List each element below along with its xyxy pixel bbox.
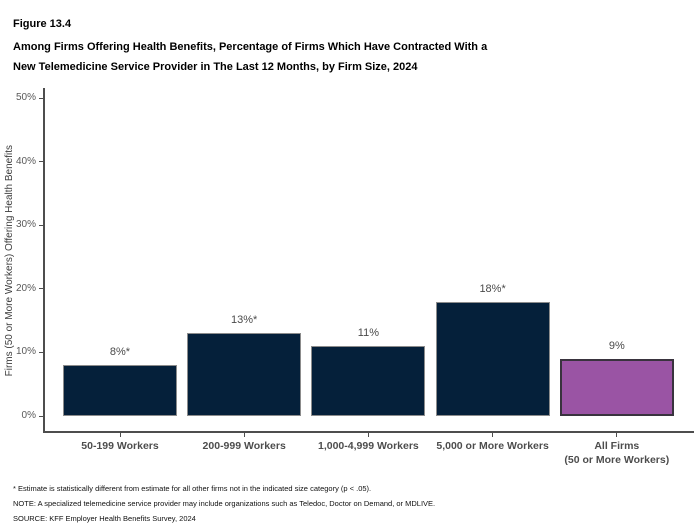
bar-value-label: 13%* xyxy=(231,314,258,327)
bar-value-label: 18%* xyxy=(479,282,506,295)
y-tick-mark xyxy=(39,351,43,353)
y-tick-label: 50% xyxy=(15,92,36,103)
y-tick-mark xyxy=(39,97,43,99)
bar-2 xyxy=(187,333,302,416)
y-tick-mark xyxy=(39,415,43,417)
y-tick-label: 30% xyxy=(15,219,36,231)
bar-value-label: 11% xyxy=(357,327,379,340)
x-tick-mark xyxy=(492,432,494,437)
y-tick-label: 10% xyxy=(15,346,36,358)
x-tick-label: 200-999 Workers xyxy=(202,440,286,452)
x-tick-label: All Firms (50 or More Workers) xyxy=(564,440,670,466)
footnote-note: NOTE: A specialized telemedicine service… xyxy=(13,499,436,508)
bar-5 xyxy=(559,358,674,416)
chart-title-line1: Among Firms Offering Health Benefits, Pe… xyxy=(13,41,488,53)
x-tick-mark xyxy=(119,432,121,437)
chart-title-line2: New Telemedicine Service Provider in The… xyxy=(13,61,418,73)
footnote-significance: * Estimate is statistically different fr… xyxy=(13,484,372,493)
footnote-source: SOURCE: KFF Employer Health Benefits Sur… xyxy=(13,514,196,523)
x-tick-label: 50-199 Workers xyxy=(81,440,159,452)
x-tick-mark xyxy=(616,432,618,437)
x-tick-mark xyxy=(243,432,245,437)
footnotes: * Estimate is statistically different fr… xyxy=(13,481,435,525)
bar-4 xyxy=(435,301,550,416)
x-tick-label: 5,000 or More Workers xyxy=(436,440,549,452)
x-tick-label: 1,000-4,999 Workers xyxy=(317,440,419,452)
bar-1 xyxy=(63,365,177,416)
y-tick-label: 20% xyxy=(15,282,36,294)
y-tick-mark xyxy=(39,161,43,163)
y-tick-label: 40% xyxy=(15,155,36,167)
bar-value-label: 8%* xyxy=(109,346,131,359)
y-axis-line xyxy=(43,88,45,431)
bar-value-label: 9% xyxy=(608,339,625,352)
y-tick-mark xyxy=(39,224,43,226)
y-tick-label: 0% xyxy=(21,410,36,421)
figure-number-label: Figure 13.4 xyxy=(13,18,72,30)
x-axis-line xyxy=(43,431,694,433)
y-tick-mark xyxy=(39,288,43,290)
bar-3 xyxy=(311,346,426,416)
x-tick-mark xyxy=(367,432,369,437)
chart-title: Among Firms Offering Health Benefits, Pe… xyxy=(13,37,487,77)
